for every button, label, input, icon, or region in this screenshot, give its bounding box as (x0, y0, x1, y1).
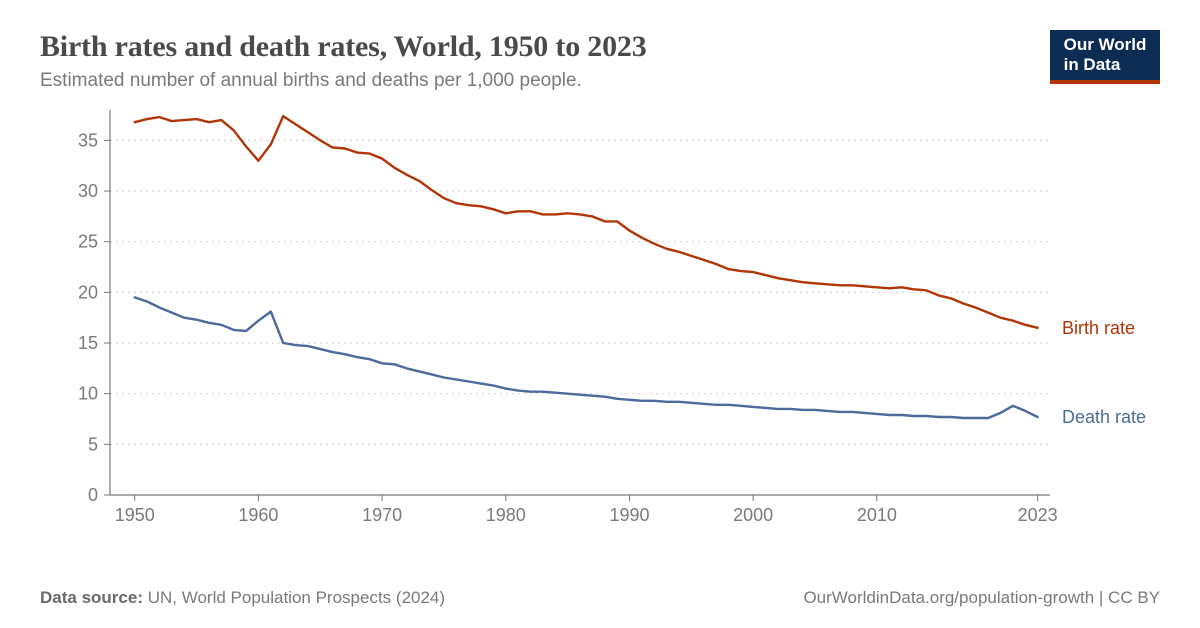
chart-footer: Data source: UN, World Population Prospe… (40, 588, 1160, 608)
y-tick-label: 10 (78, 384, 98, 404)
chart-title: Birth rates and death rates, World, 1950… (40, 30, 1160, 64)
series-line (135, 297, 1038, 418)
x-tick-label: 1970 (362, 505, 402, 525)
line-chart-svg: 0 5 10 15 20 25 30 35 1950 1960 1970 1980 1990 2000 20… (40, 100, 1160, 540)
x-tick-label: 1950 (115, 505, 155, 525)
series-label: Death rate (1062, 407, 1146, 427)
data-source-value: UN, World Population Prospects (2024) (148, 588, 445, 607)
chart-plot-area: 0 5 10 15 20 25 30 35 1950 1960 1970 1980 1990 2000 20… (40, 100, 1160, 545)
x-tick-label: 1990 (609, 505, 649, 525)
y-tick-label: 35 (78, 130, 98, 150)
y-tick-label: 0 (88, 485, 98, 505)
series-line (135, 116, 1038, 328)
owid-logo: Our World in Data (1050, 30, 1160, 84)
data-source: Data source: UN, World Population Prospe… (40, 588, 445, 608)
data-source-label: Data source: (40, 588, 143, 607)
attribution: OurWorldinData.org/population-growth | C… (803, 588, 1160, 608)
y-tick-label: 25 (78, 232, 98, 252)
logo-line1: Our World (1064, 35, 1147, 54)
y-tick-label: 30 (78, 181, 98, 201)
x-tick-label: 2010 (857, 505, 897, 525)
x-tick-label: 2023 (1018, 505, 1058, 525)
series-label: Birth rate (1062, 318, 1135, 338)
chart-header: Birth rates and death rates, World, 1950… (40, 30, 1160, 92)
y-tick-label: 5 (88, 434, 98, 454)
y-tick-label: 20 (78, 282, 98, 302)
chart-container: Birth rates and death rates, World, 1950… (0, 0, 1200, 628)
x-tick-label: 2000 (733, 505, 773, 525)
y-tick-label: 15 (78, 333, 98, 353)
x-tick-label: 1960 (238, 505, 278, 525)
chart-subtitle: Estimated number of annual births and de… (40, 70, 1160, 92)
x-tick-label: 1980 (486, 505, 526, 525)
logo-line2: in Data (1064, 55, 1121, 74)
